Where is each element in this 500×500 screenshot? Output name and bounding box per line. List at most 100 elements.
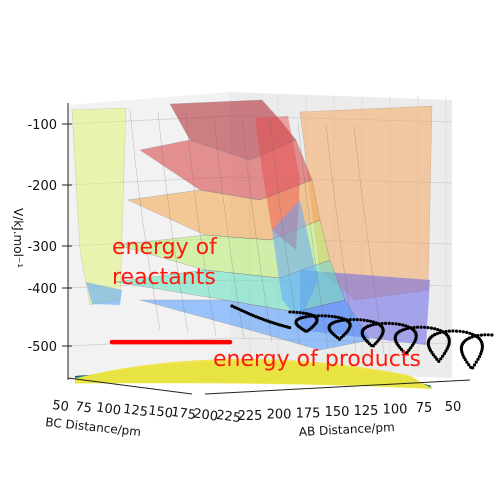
trajectory-point [339,319,343,323]
trajectory-point [377,322,381,326]
trajectory-point [436,328,440,332]
trajectory-point [463,358,467,362]
trajectory-point [394,322,398,326]
ab-tick-label: 100 [383,403,408,418]
trajectory-point [429,326,434,330]
trajectory-point [439,357,443,361]
trajectory-point [403,327,407,331]
trajectory-point [301,311,306,315]
ab-tick-label: 200 [267,408,292,423]
trajectory-point [280,324,284,328]
trajectory-point [479,333,483,337]
trajectory-point [298,311,302,315]
trajectory-point [374,322,378,326]
trajectory-point [486,333,490,337]
trajectory-point [271,321,275,325]
trajectory-point [316,314,320,318]
trajectory-point [323,314,327,318]
trajectory-point [423,325,427,329]
trajectory-point [371,320,375,324]
trajectory-point [468,331,472,335]
trajectory-point [304,312,308,316]
trajectory-point [472,363,477,367]
energy-surface [71,99,433,355]
trajectory-point [465,330,469,334]
trajectory-point [380,321,384,326]
trajectory-point [419,325,423,329]
bc-tick-label: 75 [74,399,92,416]
bc-tick-label: 200 [192,406,219,424]
trajectory-point [244,311,248,315]
trajectory-point [435,332,439,336]
trajectory-point [336,315,341,320]
trajectory-point [483,333,487,337]
trajectory-point [304,315,308,319]
trajectory-point [407,348,411,352]
trajectory-point [342,318,346,322]
trajectory-point [412,325,416,330]
bc-axis-line [67,377,193,395]
trajectory-point [445,347,449,351]
trajectory-point [283,324,287,328]
trajectory-point [365,319,370,323]
trajectory-point [474,360,478,364]
trajectory-point [249,313,253,317]
ab-axis-line [204,379,471,395]
annotation-reactants-line2: reactants [112,265,216,290]
trajectory-point [261,317,265,321]
trajectory-point [480,347,484,351]
surface-patch [272,200,318,320]
z-axis-label: V/kJ.mol⁻¹ [11,208,25,268]
trajectory-point [444,349,448,353]
trajectory-point [476,333,480,338]
y-axis-label: BC Distance/pm [45,415,142,439]
trajectory-point [333,315,338,319]
z-tick-label: -100 [27,118,57,133]
trajectory-point [479,352,483,356]
trajectory-point [368,324,372,328]
trajectory-point [359,318,363,322]
trajectory-point [441,354,445,358]
trajectory-point [480,349,484,353]
trajectory-point [355,318,359,322]
contour-band [75,358,432,389]
trajectory-point [371,323,375,327]
trajectory-point [256,316,260,320]
trajectory-point [384,321,388,325]
trajectory-point [391,322,395,326]
z-tick-label: -500 [27,340,57,355]
trajectory-point [476,357,480,361]
trajectory-point [477,355,482,359]
x-axis-label: AB Distance/pm [298,420,395,439]
trajectory-point [426,326,430,330]
trajectory-point [273,321,277,326]
trajectory-point [442,352,446,356]
surface-patch [86,282,122,305]
trajectory-point [345,318,349,322]
trajectory-point [235,306,239,310]
trajectory-point [291,310,296,314]
trajectory-point [447,329,451,333]
trajectory-point [433,327,437,331]
trajectory-point [240,308,244,312]
trajectory-point [247,312,251,316]
trajectory-point [438,331,442,335]
mesh-line [129,109,161,331]
trajectory-point [288,326,292,330]
trajectory-point [387,321,391,325]
trajectory-point [362,318,366,322]
bc-tick-label: 225 [215,408,242,426]
bc-tick-label: 150 [147,403,174,421]
trajectory-point [310,314,314,318]
trajectory-point [369,319,373,323]
trajectory-point [451,329,455,333]
trajectory-point [409,326,413,330]
trajectory-point [404,324,408,328]
trajectory-point [403,351,407,355]
trajectory-point [454,329,459,333]
trajectory-point [400,328,404,332]
trajectory-point [465,360,469,364]
